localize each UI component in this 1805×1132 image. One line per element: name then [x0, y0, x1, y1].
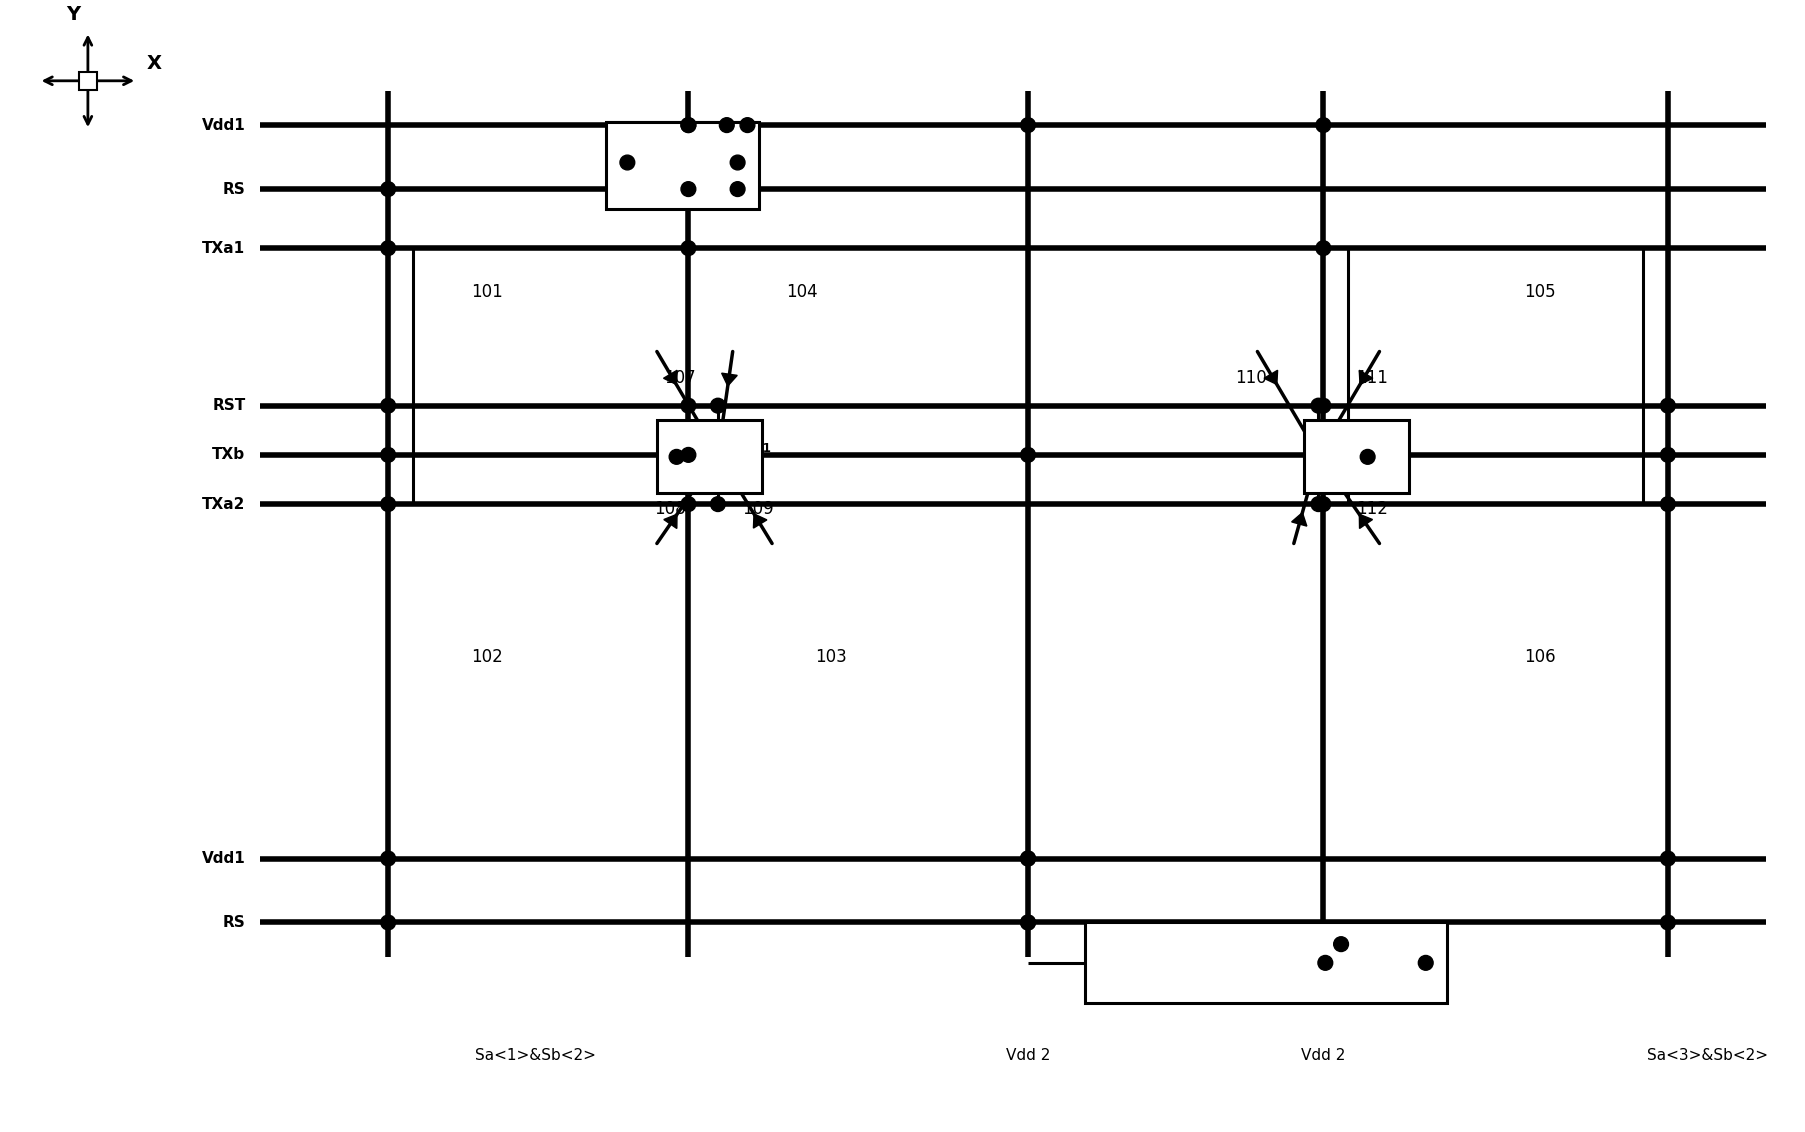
Text: TXb: TXb	[213, 447, 245, 462]
Polygon shape	[1359, 370, 1372, 385]
Circle shape	[1316, 398, 1330, 413]
Bar	[1325, 438, 1377, 475]
Circle shape	[381, 447, 395, 462]
Text: RST: RST	[211, 398, 245, 413]
Circle shape	[680, 398, 695, 413]
Text: FD2: FD2	[1323, 443, 1348, 455]
Circle shape	[1659, 851, 1675, 866]
Text: FD1: FD1	[745, 443, 771, 455]
Bar	[617, 144, 668, 181]
Circle shape	[680, 118, 695, 132]
Circle shape	[381, 182, 395, 197]
Bar	[1303, 420, 1408, 494]
Circle shape	[381, 398, 395, 413]
Text: 112: 112	[1356, 500, 1386, 518]
Bar	[1085, 923, 1446, 1003]
Bar	[657, 420, 762, 494]
Circle shape	[718, 118, 735, 132]
Text: Vdd1: Vdd1	[202, 851, 245, 866]
Bar	[1384, 944, 1435, 981]
Circle shape	[680, 182, 695, 197]
Circle shape	[1659, 398, 1675, 413]
Text: TXa2: TXa2	[202, 497, 245, 512]
Polygon shape	[722, 374, 736, 386]
Text: Vdd 2: Vdd 2	[1300, 1048, 1345, 1063]
Circle shape	[1332, 937, 1348, 952]
Text: RS: RS	[222, 915, 245, 931]
Circle shape	[1020, 447, 1034, 462]
Polygon shape	[1359, 514, 1372, 529]
Circle shape	[381, 851, 395, 866]
Polygon shape	[664, 514, 677, 529]
Bar	[666, 438, 718, 475]
Text: RS: RS	[222, 181, 245, 197]
Circle shape	[619, 155, 634, 170]
Circle shape	[729, 155, 745, 170]
Text: Sa<1>&Sb<2>: Sa<1>&Sb<2>	[475, 1048, 596, 1063]
Bar	[1314, 944, 1366, 981]
Text: 117: 117	[632, 156, 655, 169]
Text: 105: 105	[1523, 283, 1554, 301]
Circle shape	[680, 118, 695, 132]
Circle shape	[1659, 447, 1675, 462]
Circle shape	[1659, 915, 1675, 929]
Text: 114: 114	[1328, 957, 1352, 969]
Circle shape	[1318, 955, 1332, 970]
Text: Y: Y	[65, 5, 79, 24]
Bar	[697, 144, 747, 181]
Circle shape	[709, 497, 726, 512]
Text: 110: 110	[1235, 369, 1265, 387]
Circle shape	[1310, 398, 1325, 413]
Text: 108: 108	[653, 500, 686, 518]
Text: 111: 111	[1356, 369, 1386, 387]
Text: Vdd1: Vdd1	[202, 118, 245, 132]
Circle shape	[1020, 851, 1034, 866]
Circle shape	[381, 241, 395, 256]
Circle shape	[1316, 497, 1330, 512]
Text: Sa<3>&Sb<2>: Sa<3>&Sb<2>	[1646, 1048, 1767, 1063]
Bar	[79, 72, 97, 89]
Circle shape	[680, 241, 695, 256]
Polygon shape	[662, 370, 677, 385]
Circle shape	[1020, 118, 1034, 132]
Circle shape	[680, 497, 695, 512]
Circle shape	[670, 449, 684, 464]
Text: 118: 118	[1397, 957, 1421, 969]
Text: TXa1: TXa1	[202, 241, 245, 256]
Polygon shape	[753, 514, 767, 529]
Circle shape	[1417, 955, 1433, 970]
Circle shape	[740, 118, 754, 132]
Circle shape	[1316, 118, 1330, 132]
Text: 115: 115	[680, 451, 704, 463]
Text: 113: 113	[709, 156, 733, 169]
Text: Vdd 2: Vdd 2	[1005, 1048, 1051, 1063]
Text: 106: 106	[1523, 648, 1554, 666]
Circle shape	[381, 915, 395, 929]
Circle shape	[1020, 915, 1034, 929]
Circle shape	[1310, 497, 1325, 512]
Circle shape	[680, 447, 695, 462]
Text: 101: 101	[471, 283, 502, 301]
Polygon shape	[1291, 513, 1307, 526]
Text: 116: 116	[1339, 451, 1363, 463]
Circle shape	[1359, 449, 1374, 464]
Circle shape	[1316, 241, 1330, 256]
Text: X: X	[146, 54, 162, 72]
Circle shape	[729, 182, 745, 197]
Circle shape	[1020, 851, 1034, 866]
Text: 104: 104	[785, 283, 818, 301]
Circle shape	[709, 398, 726, 413]
Polygon shape	[1264, 370, 1276, 385]
Text: 107: 107	[664, 369, 695, 387]
Text: 102: 102	[471, 648, 502, 666]
Text: 103: 103	[814, 648, 847, 666]
Circle shape	[1020, 915, 1034, 929]
Circle shape	[381, 497, 395, 512]
Text: 109: 109	[742, 500, 774, 518]
Circle shape	[1659, 497, 1675, 512]
Bar	[605, 122, 758, 208]
